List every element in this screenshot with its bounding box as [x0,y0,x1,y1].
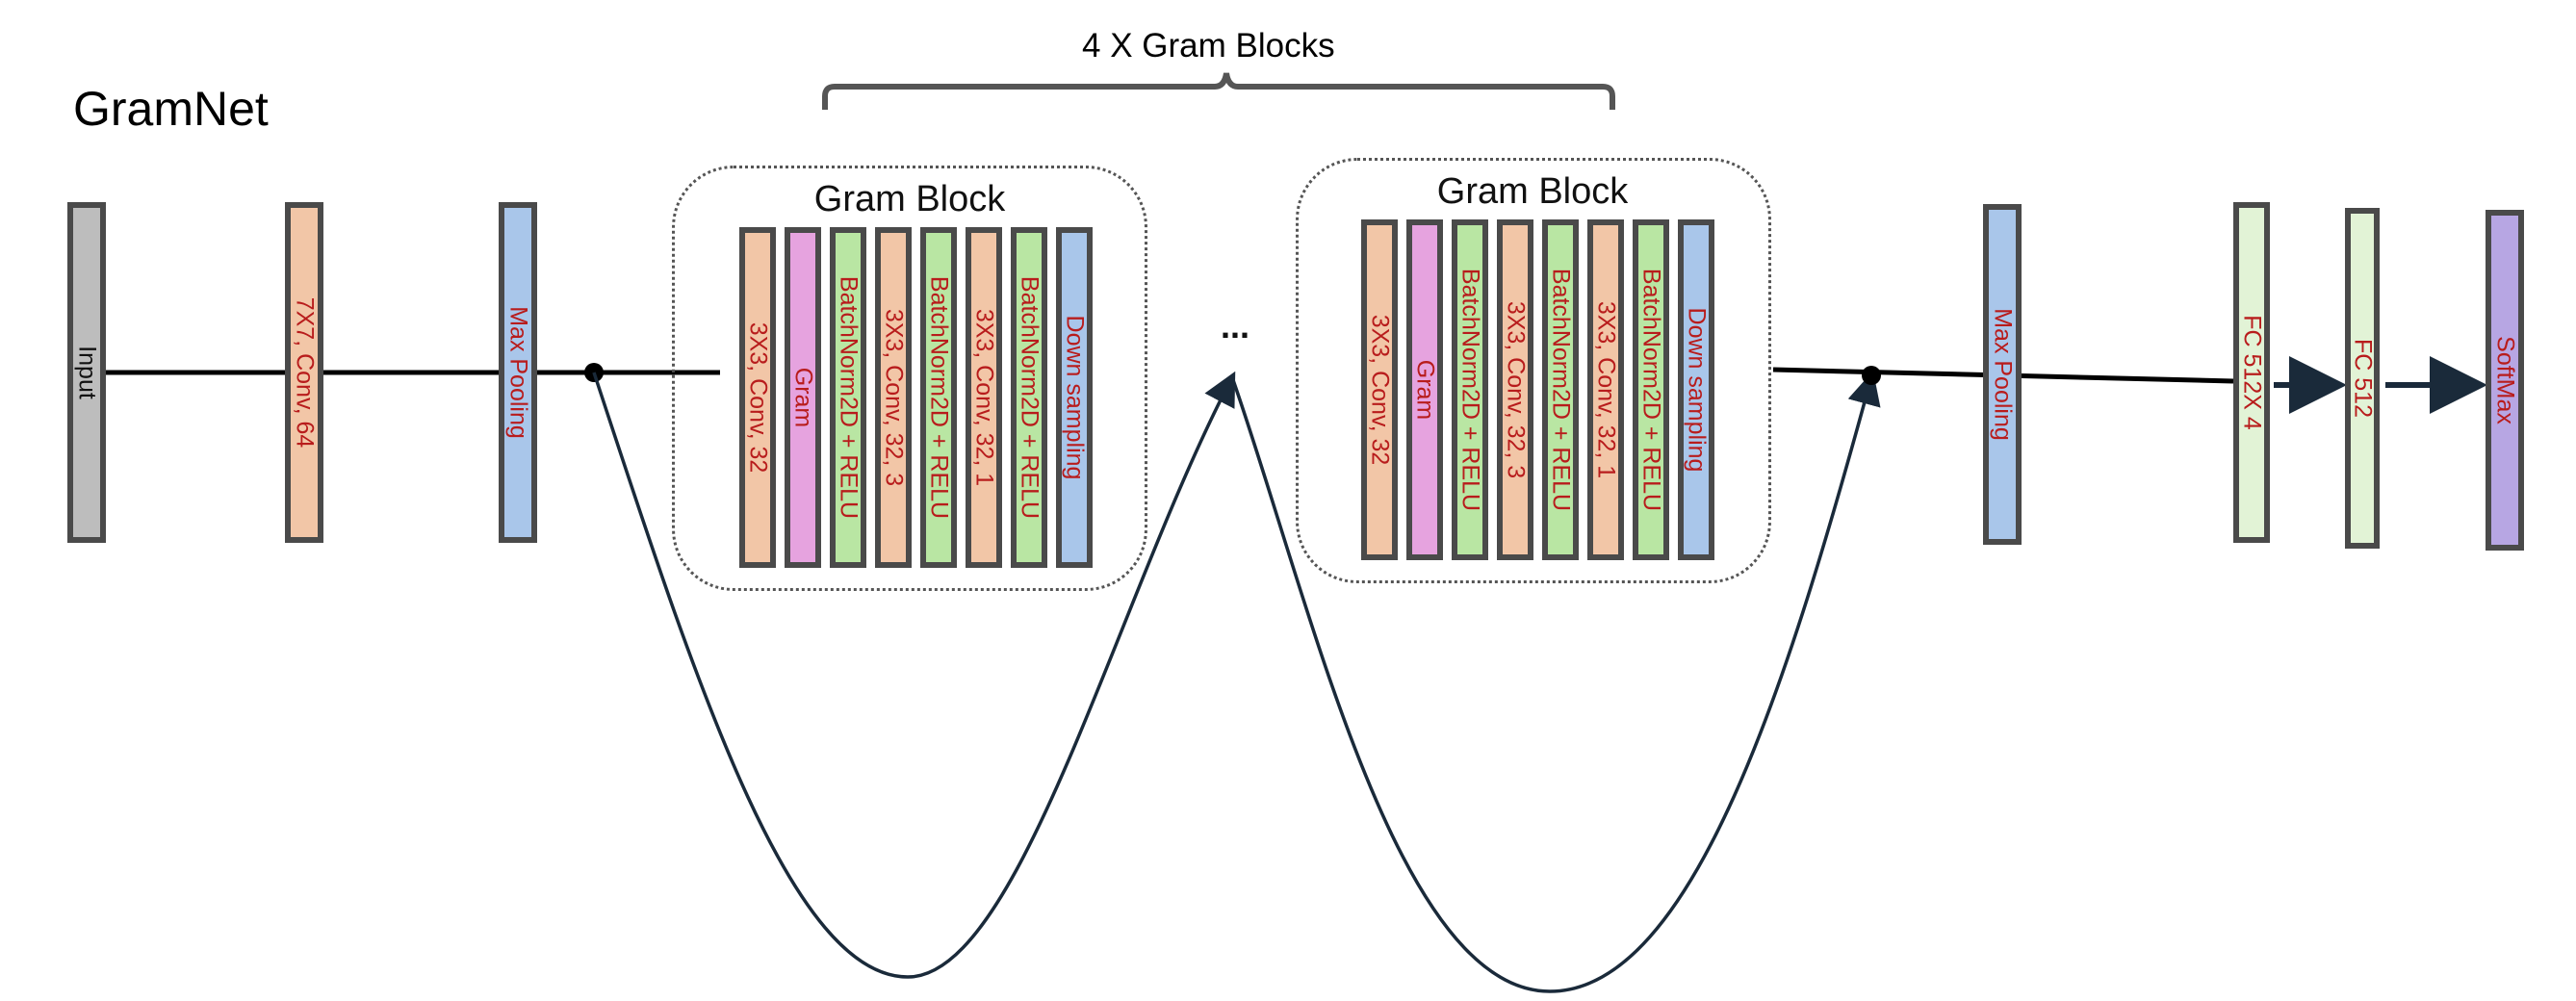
gram-block-2-layer-1-label: 3X3, Conv, 32 [1368,315,1392,466]
gram-block-2-layer-3-label: BatchNorm2D + RELU [1458,269,1482,511]
gram-block-2-layer-1: 3X3, Conv, 32 [1361,219,1398,560]
gram-block-1-layer-5-label: BatchNorm2D + RELU [927,276,951,519]
layer-fc-512-3-label: FC 512 [2351,339,2375,418]
layer-fc-512x-4-2: FC 512X 4 [2233,202,2270,543]
gram-block-1-layer-5: BatchNorm2D + RELU [920,227,957,568]
gram-block-2-layer-3: BatchNorm2D + RELU [1452,219,1488,560]
gram-block-2-layer-6-label: 3X3, Conv, 32, 1 [1594,301,1618,478]
gram-block-1-layer-1-label: 3X3, Conv, 32 [746,322,770,474]
gram-block-2-layer-7-label: BatchNorm2D + RELU [1639,269,1663,511]
layer-max-pooling-1: Max Pooling [1983,204,2022,545]
gram-block-2-layer-4-label: 3X3, Conv, 32, 3 [1504,301,1528,478]
layer-7x7-conv-64-label: 7X7, Conv, 64 [293,297,317,449]
layer-fc-512x-4-2-label: FC 512X 4 [2240,315,2264,430]
layer-7x7-conv-64: 7X7, Conv, 64 [285,202,323,543]
diagram-title: GramNet [73,81,269,137]
gram-block-2-layer-6: 3X3, Conv, 32, 1 [1587,219,1624,560]
gram-block-1-layer-7-label: BatchNorm2D + RELU [1018,276,1042,519]
layer-max-pooling-label: Max Pooling [506,306,530,439]
gram-block-1-layer-4-label: 3X3, Conv, 32, 3 [882,309,906,486]
gram-block-title-1: Gram Block [814,179,1005,220]
layer-fc-512-3: FC 512 [2345,208,2380,549]
gram-block-2-layer-5: BatchNorm2D + RELU [1542,219,1579,560]
layer-softmax-4: SoftMax [2486,210,2524,551]
layer-max-pooling-1-label: Max Pooling [1991,308,2015,441]
gram-block-1-layer-4: 3X3, Conv, 32, 3 [875,227,912,568]
gram-block-2-layer-2-label: Gram [1413,360,1437,421]
gram-block-1-layer-6: 3X3, Conv, 32, 1 [966,227,1002,568]
gram-block-title-2: Gram Block [1437,171,1628,213]
ellipsis: ... [1221,306,1249,346]
gram-block-1-layer-8: Down sampling [1056,227,1093,568]
gram-block-1-layer-2: Gram [785,227,821,568]
gram-block-1-layer-2-label: Gram [791,368,815,428]
gram-block-1-layer-3: BatchNorm2D + RELU [830,227,866,568]
gram-block-1-layer-3-label: BatchNorm2D + RELU [837,276,861,519]
layer-input-label: Input [75,346,99,399]
gram-block-1-layer-1: 3X3, Conv, 32 [739,227,776,568]
gram-block-2-layer-7: BatchNorm2D + RELU [1633,219,1669,560]
gram-block-2-layer-2: Gram [1406,219,1443,560]
junction-dot-right [1862,366,1881,385]
gram-block-1-layer-7: BatchNorm2D + RELU [1011,227,1047,568]
gram-block-1-layer-8-label: Down sampling [1063,316,1087,480]
gram-block-2-layer-8: Down sampling [1678,219,1714,560]
bracket-label: 4 X Gram Blocks [1082,27,1335,65]
layer-softmax-4-label: SoftMax [2493,336,2517,424]
layer-max-pooling: Max Pooling [499,202,537,543]
blocks-bracket [825,73,1612,110]
gram-block-2-layer-8-label: Down sampling [1685,308,1709,473]
gram-block-2-layer-5-label: BatchNorm2D + RELU [1549,269,1573,511]
gram-block-1-layer-6-label: 3X3, Conv, 32, 1 [972,309,996,486]
gram-block-2-layer-4: 3X3, Conv, 32, 3 [1497,219,1533,560]
layer-input: Input [67,202,106,543]
